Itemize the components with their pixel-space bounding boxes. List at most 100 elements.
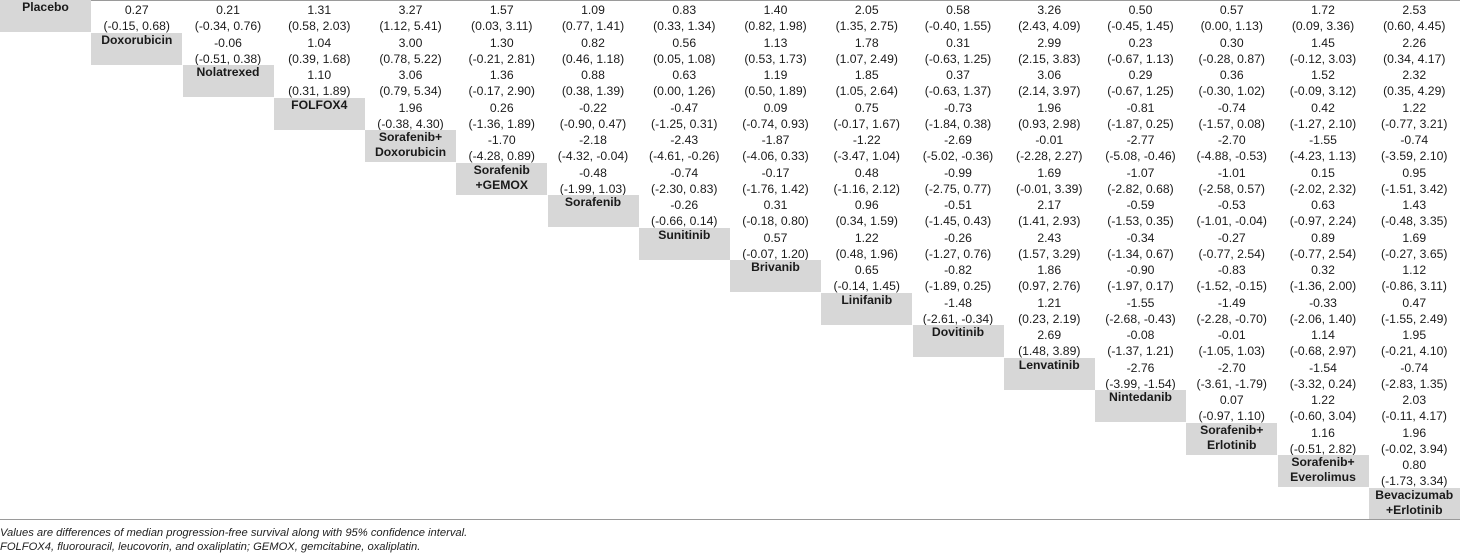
confidence-interval: (1.12, 5.41) xyxy=(379,19,442,33)
median-difference: 1.69 xyxy=(1037,165,1062,180)
comparison-cell: -0.26 (-1.27, 0.76) xyxy=(913,231,1004,263)
comparison-cell: 0.47 (-1.55, 2.49) xyxy=(1369,296,1460,328)
confidence-interval: (-2.06, 1.40) xyxy=(1289,311,1357,326)
treatment-label-line: Lenvatinib xyxy=(1018,357,1080,372)
confidence-interval: (1.05, 2.64) xyxy=(835,84,898,98)
confidence-interval: (-0.11, 4.17) xyxy=(1381,409,1447,423)
median-difference: 0.27 xyxy=(124,3,149,17)
median-difference: 0.96 xyxy=(854,198,879,212)
confidence-interval: (-2.68, -0.43) xyxy=(1105,311,1176,326)
treatment-label-line: Dovitinib xyxy=(931,325,985,339)
treatment-label-line: Erlotinib xyxy=(1207,437,1257,452)
comparison-cell: 1.13 (0.53, 1.73) xyxy=(730,36,821,68)
comparison-cell: -0.26 (-0.66, 0.14) xyxy=(639,198,730,230)
confidence-interval: (-1.52, -0.15) xyxy=(1196,279,1267,293)
confidence-interval: (-0.67, 1.13) xyxy=(1107,51,1174,66)
median-difference: 3.06 xyxy=(398,68,423,82)
confidence-interval: (-0.17, 2.90) xyxy=(468,84,535,98)
comparison-cell: -0.48 (-1.99, 1.03) xyxy=(548,166,639,198)
median-difference: -0.01 xyxy=(1035,133,1064,147)
confidence-interval: (-0.77, 2.54) xyxy=(1289,246,1357,261)
confidence-interval: (0.00, 1.13) xyxy=(1200,19,1263,33)
comparison-cell: -0.34 (-1.34, 0.67) xyxy=(1095,231,1186,263)
comparison-cell: 0.96 (0.34, 1.59) xyxy=(821,198,912,230)
median-difference: -0.99 xyxy=(944,165,972,180)
confidence-interval: (-1.25, 0.31) xyxy=(651,116,718,131)
comparison-cell: 0.82 (0.46, 1.18) xyxy=(548,36,639,68)
confidence-interval: (-0.74, 0.93) xyxy=(742,116,809,131)
treatment-label-line: Linifanib xyxy=(841,292,893,307)
median-difference: -0.81 xyxy=(1126,100,1155,115)
confidence-interval: (0.03, 3.11) xyxy=(471,19,533,33)
treatment-label-line: FOLFOX4 xyxy=(291,97,348,112)
confidence-interval: (0.58, 2.03) xyxy=(288,19,351,33)
treatment-label-line: +Erlotinib xyxy=(1385,502,1443,517)
comparison-cell: -0.51 (-1.45, 0.43) xyxy=(913,198,1004,230)
comparison-cell: 1.09 (0.77, 1.41) xyxy=(548,3,639,35)
median-difference: 3.00 xyxy=(398,35,423,50)
confidence-interval: (-3.59, 2.10) xyxy=(1381,149,1448,163)
comparison-cell: 0.36 (-0.30, 1.02) xyxy=(1186,68,1277,100)
confidence-interval: (-4.32, -0.04) xyxy=(557,149,629,163)
confidence-interval: (-2.28, 2.27) xyxy=(1016,149,1083,163)
comparison-cell: 1.16 (-0.51, 2.82) xyxy=(1278,426,1369,458)
median-difference: -2.76 xyxy=(1126,360,1155,375)
comparison-cell: -1.55 (-4.23, 1.13) xyxy=(1278,133,1369,165)
confidence-interval: (-0.66, 0.14) xyxy=(651,214,718,228)
comparison-cell: -2.77 (-5.08, -0.46) xyxy=(1095,133,1186,165)
confidence-interval: (-2.02, 2.32) xyxy=(1289,181,1357,196)
comparison-cell: 0.63 (-0.97, 2.24) xyxy=(1278,198,1369,230)
median-difference: 1.95 xyxy=(1402,328,1427,342)
comparison-cell: 0.57 (0.00, 1.13) xyxy=(1186,3,1277,35)
comparison-cell: 3.26 (2.43, 4.09) xyxy=(1004,3,1095,35)
confidence-interval: (0.77, 1.41) xyxy=(561,19,625,33)
median-difference: 1.96 xyxy=(398,100,423,115)
median-difference: 0.95 xyxy=(1402,165,1427,180)
comparison-cell: 0.21 (-0.34, 0.76) xyxy=(183,3,274,35)
comparison-cell: 1.10 (0.31, 1.89) xyxy=(274,68,365,100)
median-difference: -1.54 xyxy=(1309,360,1337,375)
confidence-interval: (-2.58, 0.57) xyxy=(1198,181,1265,196)
confidence-interval: (-0.01, 3.39) xyxy=(1016,181,1083,196)
league-table: Placebo 0.27 (-0.15, 0.68) 0.21 (-0.34, 0.76… xyxy=(0,0,1460,520)
median-difference: -0.48 xyxy=(579,165,607,180)
median-difference: -0.90 xyxy=(1126,263,1155,277)
median-difference: 2.53 xyxy=(1402,3,1427,17)
median-difference: 3.06 xyxy=(1037,68,1062,82)
comparison-cell: -0.83 (-1.52, -0.15) xyxy=(1186,263,1277,295)
confidence-interval: (-1.55, 2.49) xyxy=(1381,311,1448,326)
confidence-interval: (-4.88, -0.53) xyxy=(1196,149,1267,163)
median-difference: 2.17 xyxy=(1037,198,1062,212)
median-difference: 3.27 xyxy=(398,3,423,17)
comparison-cell: 1.22 (-0.60, 3.04) xyxy=(1278,393,1369,425)
median-difference: -1.87 xyxy=(761,133,790,147)
comparison-cell: 1.72 (0.09, 3.36) xyxy=(1278,3,1369,35)
median-difference: -0.82 xyxy=(944,263,972,277)
treatment-label: Linifanib xyxy=(821,292,913,325)
comparison-cell: 2.32 (0.35, 4.29) xyxy=(1369,68,1460,100)
comparison-cell: -0.74 (-1.57, 0.08) xyxy=(1186,101,1277,133)
confidence-interval: (-0.90, 0.47) xyxy=(559,116,627,131)
median-difference: 1.16 xyxy=(1311,425,1335,440)
median-difference: 0.56 xyxy=(672,35,697,50)
confidence-interval: (0.39, 1.68) xyxy=(288,51,351,66)
median-difference: -0.47 xyxy=(670,100,699,115)
comparison-cell: -0.01 (-2.28, 2.27) xyxy=(1004,133,1095,165)
confidence-interval: (-0.63, 1.37) xyxy=(924,84,992,98)
top-rule xyxy=(0,0,1460,1)
comparison-cell: -0.59 (-1.53, 0.35) xyxy=(1095,198,1186,230)
median-difference: 1.22 xyxy=(1402,100,1427,115)
confidence-interval: (1.35, 2.75) xyxy=(835,19,898,33)
confidence-interval: (2.43, 4.09) xyxy=(1018,19,1081,33)
confidence-interval: (-1.87, 0.25) xyxy=(1107,116,1174,131)
confidence-interval: (0.35, 4.29) xyxy=(1383,84,1446,98)
median-difference: -1.01 xyxy=(1217,165,1246,180)
median-difference: 1.86 xyxy=(1037,263,1062,277)
median-difference: 0.83 xyxy=(672,3,697,17)
comparison-cell: 2.05 (1.35, 2.75) xyxy=(821,3,912,35)
confidence-interval: (0.97, 2.76) xyxy=(1018,279,1081,293)
confidence-interval: (-4.28, 0.89) xyxy=(468,149,535,163)
confidence-interval: (0.60, 4.45) xyxy=(1383,19,1446,33)
confidence-interval: (-5.02, -0.36) xyxy=(922,149,994,163)
median-difference: 0.15 xyxy=(1311,165,1335,180)
